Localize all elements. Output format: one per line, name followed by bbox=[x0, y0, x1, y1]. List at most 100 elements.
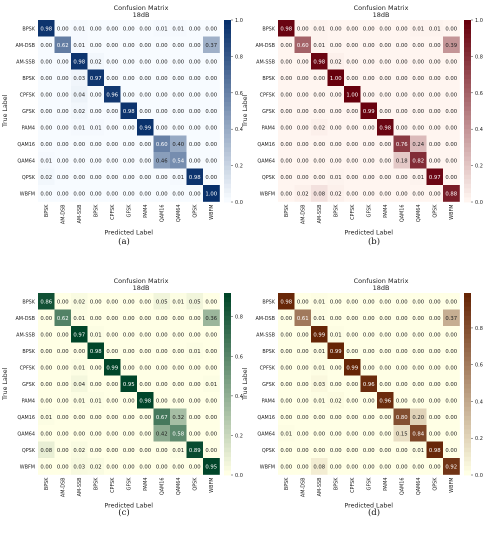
y-axis-label: True Label bbox=[242, 94, 249, 128]
x-tick-label: WBFM bbox=[209, 205, 215, 220]
cell-value-label: 0.00 bbox=[412, 92, 424, 98]
cell-value-label: 0.00 bbox=[156, 332, 168, 338]
cell-value-label: 0.15 bbox=[396, 431, 408, 437]
heatmap-cell bbox=[393, 375, 411, 393]
cell-value-label: 0.00 bbox=[363, 191, 375, 197]
x-axis-label: Predicted Label bbox=[104, 230, 153, 237]
colorbar-segment bbox=[464, 429, 471, 435]
cell-value-label: 0.00 bbox=[330, 382, 342, 388]
heatmap-cell bbox=[120, 458, 138, 475]
heatmap-cell bbox=[54, 359, 72, 376]
cell-value-label: 0.01 bbox=[205, 382, 217, 388]
cell-value-label: 0.95 bbox=[123, 382, 135, 388]
heatmap-cell bbox=[278, 326, 295, 343]
heatmap-cell bbox=[426, 86, 444, 103]
colorbar-segment bbox=[224, 311, 231, 317]
heatmap-cell bbox=[186, 152, 204, 169]
cell-value-label: 0.04 bbox=[73, 382, 85, 388]
heatmap-cell bbox=[38, 36, 55, 54]
heatmap-cell bbox=[153, 309, 171, 327]
heatmap-cell bbox=[38, 152, 55, 169]
heatmap-cell bbox=[87, 168, 105, 186]
colorbar-segment bbox=[224, 106, 231, 112]
cell-value-label: 0.00 bbox=[280, 92, 292, 98]
cell-value-label: 0.00 bbox=[379, 448, 391, 454]
heatmap-cell bbox=[54, 309, 72, 327]
heatmap-cell bbox=[38, 119, 55, 136]
heatmap-cell bbox=[311, 425, 328, 442]
x-tick-label: CPFSK bbox=[110, 204, 116, 220]
colorbar-segment bbox=[464, 92, 471, 98]
heatmap-cell bbox=[120, 326, 138, 343]
heatmap-cell bbox=[54, 86, 72, 103]
x-tick-label: QAM16 bbox=[160, 205, 166, 223]
heatmap-cell bbox=[54, 69, 72, 87]
cell-value-label: 0.01 bbox=[73, 26, 85, 32]
colorbar-segment bbox=[224, 343, 231, 348]
colorbar-segment bbox=[224, 20, 231, 25]
cell-value-label: 0.76 bbox=[396, 142, 408, 148]
heatmap-cell bbox=[344, 408, 361, 426]
heatmap-cell bbox=[410, 135, 427, 153]
heatmap-cell bbox=[377, 102, 394, 120]
heatmap-cell bbox=[426, 425, 444, 442]
heatmap-cell bbox=[327, 441, 345, 459]
colorbar-segment bbox=[224, 51, 231, 57]
cell-value-label: 0.62 bbox=[57, 43, 69, 49]
heatmap-cell bbox=[38, 392, 55, 409]
heatmap-cell bbox=[278, 135, 295, 153]
cell-value-label: 0.58 bbox=[172, 431, 184, 437]
heatmap-cell bbox=[377, 392, 394, 409]
colorbar-segment bbox=[464, 333, 471, 339]
y-tick-label: QAM16 bbox=[257, 142, 275, 148]
cell-value-label: 0.00 bbox=[297, 125, 309, 131]
colorbar-segment bbox=[224, 174, 231, 180]
heatmap-cell bbox=[137, 441, 154, 459]
cell-value-label: 0.00 bbox=[189, 431, 201, 437]
heatmap-cell bbox=[294, 36, 312, 54]
heatmap-cell bbox=[377, 20, 394, 37]
cell-value-label: 0.00 bbox=[123, 349, 135, 355]
heatmap-cell bbox=[443, 20, 460, 37]
heatmap-cell bbox=[311, 375, 328, 393]
heatmap-cell bbox=[203, 152, 220, 169]
cell-value-label: 0.00 bbox=[445, 92, 457, 98]
heatmap-cell bbox=[153, 359, 171, 376]
cell-value-label: 0.37 bbox=[445, 316, 457, 322]
heatmap-cell bbox=[38, 135, 55, 153]
cell-value-label: 0.00 bbox=[123, 158, 135, 164]
colorbar-segment bbox=[464, 129, 471, 135]
heatmap-cell bbox=[104, 36, 121, 54]
heatmap-cell bbox=[153, 458, 171, 475]
cell-value-label: 0.00 bbox=[412, 76, 424, 82]
heatmap-cell bbox=[170, 441, 187, 459]
x-tick-label: GFSK bbox=[367, 204, 373, 218]
heatmap-cell bbox=[54, 458, 72, 475]
cell-value-label: 0.00 bbox=[330, 142, 342, 148]
cell-value-label: 0.00 bbox=[280, 332, 292, 338]
cell-value-label: 0.00 bbox=[106, 191, 118, 197]
cell-value-label: 0.00 bbox=[346, 464, 358, 470]
heatmap-cell bbox=[410, 69, 427, 87]
heatmap-cell bbox=[87, 185, 105, 202]
colorbar-segment bbox=[224, 338, 231, 344]
colorbar-segment bbox=[224, 47, 231, 53]
cell-value-label: 0.00 bbox=[205, 448, 217, 454]
cell-value-label: 0.00 bbox=[313, 109, 325, 115]
heatmap-cell bbox=[426, 69, 444, 87]
cell-value-label: 0.00 bbox=[40, 59, 52, 65]
cell-value-label: 0.00 bbox=[363, 175, 375, 181]
heatmap-cell bbox=[38, 69, 55, 87]
cell-value-label: 0.00 bbox=[346, 398, 358, 404]
cell-value-label: 0.24 bbox=[412, 142, 424, 148]
cell-value-label: 0.00 bbox=[330, 92, 342, 98]
heatmap-cell bbox=[38, 185, 55, 202]
cell-value-label: 0.00 bbox=[313, 158, 325, 164]
cell-value-label: 1.00 bbox=[346, 92, 358, 98]
x-tick-label: QPSK bbox=[193, 204, 199, 218]
heatmap-cell bbox=[426, 326, 444, 343]
heatmap-cell bbox=[344, 135, 361, 153]
cell-value-label: 0.00 bbox=[139, 92, 151, 98]
heatmap-cell bbox=[71, 119, 88, 136]
